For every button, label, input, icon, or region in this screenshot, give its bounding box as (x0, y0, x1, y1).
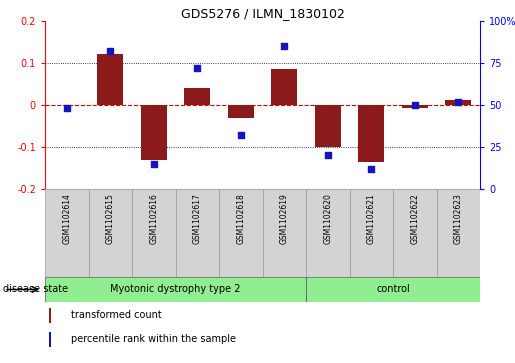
Bar (141, 105, 167, 160)
Point (280, 43, 288, 49)
Text: transformed count: transformed count (71, 310, 162, 320)
FancyBboxPatch shape (306, 277, 480, 302)
Bar (402, 105, 428, 109)
Text: GSM1102614: GSM1102614 (62, 193, 71, 244)
Text: Myotonic dystrophy type 2: Myotonic dystrophy type 2 (110, 285, 241, 294)
Point (454, 99, 462, 105)
FancyBboxPatch shape (350, 189, 393, 277)
Text: GSM1102623: GSM1102623 (454, 193, 463, 244)
Point (367, 166, 375, 172)
Point (150, 161, 158, 167)
Text: disease state: disease state (3, 285, 67, 294)
Bar (49, 307, 52, 323)
Point (193, 65, 201, 71)
Bar (228, 105, 254, 118)
Text: GSM1102615: GSM1102615 (106, 193, 115, 244)
Bar (49, 332, 52, 347)
Point (236, 132, 245, 138)
Text: GSM1102620: GSM1102620 (323, 193, 332, 244)
FancyBboxPatch shape (219, 189, 263, 277)
Text: GSM1102616: GSM1102616 (149, 193, 158, 244)
Point (63, 106, 71, 111)
Text: GSM1102617: GSM1102617 (193, 193, 202, 244)
Text: percentile rank within the sample: percentile rank within the sample (71, 334, 236, 344)
FancyBboxPatch shape (176, 189, 219, 277)
Bar (184, 88, 210, 105)
FancyBboxPatch shape (306, 189, 350, 277)
Bar (271, 69, 297, 105)
FancyBboxPatch shape (45, 277, 306, 302)
Point (410, 102, 419, 108)
Text: GSM1102618: GSM1102618 (236, 193, 245, 244)
Bar (97, 54, 123, 105)
Text: GSM1102621: GSM1102621 (367, 193, 376, 244)
FancyBboxPatch shape (437, 189, 480, 277)
Text: control: control (376, 285, 410, 294)
FancyBboxPatch shape (393, 189, 437, 277)
Bar (358, 105, 384, 162)
FancyBboxPatch shape (89, 189, 132, 277)
Point (323, 152, 332, 158)
Text: GSM1102622: GSM1102622 (410, 193, 419, 244)
FancyBboxPatch shape (263, 189, 306, 277)
Bar (445, 100, 471, 105)
Text: GSM1102619: GSM1102619 (280, 193, 289, 244)
Bar (315, 105, 341, 147)
FancyBboxPatch shape (132, 189, 176, 277)
FancyBboxPatch shape (45, 189, 89, 277)
Text: GDS5276 / ILMN_1830102: GDS5276 / ILMN_1830102 (181, 7, 345, 20)
Point (106, 48, 114, 54)
